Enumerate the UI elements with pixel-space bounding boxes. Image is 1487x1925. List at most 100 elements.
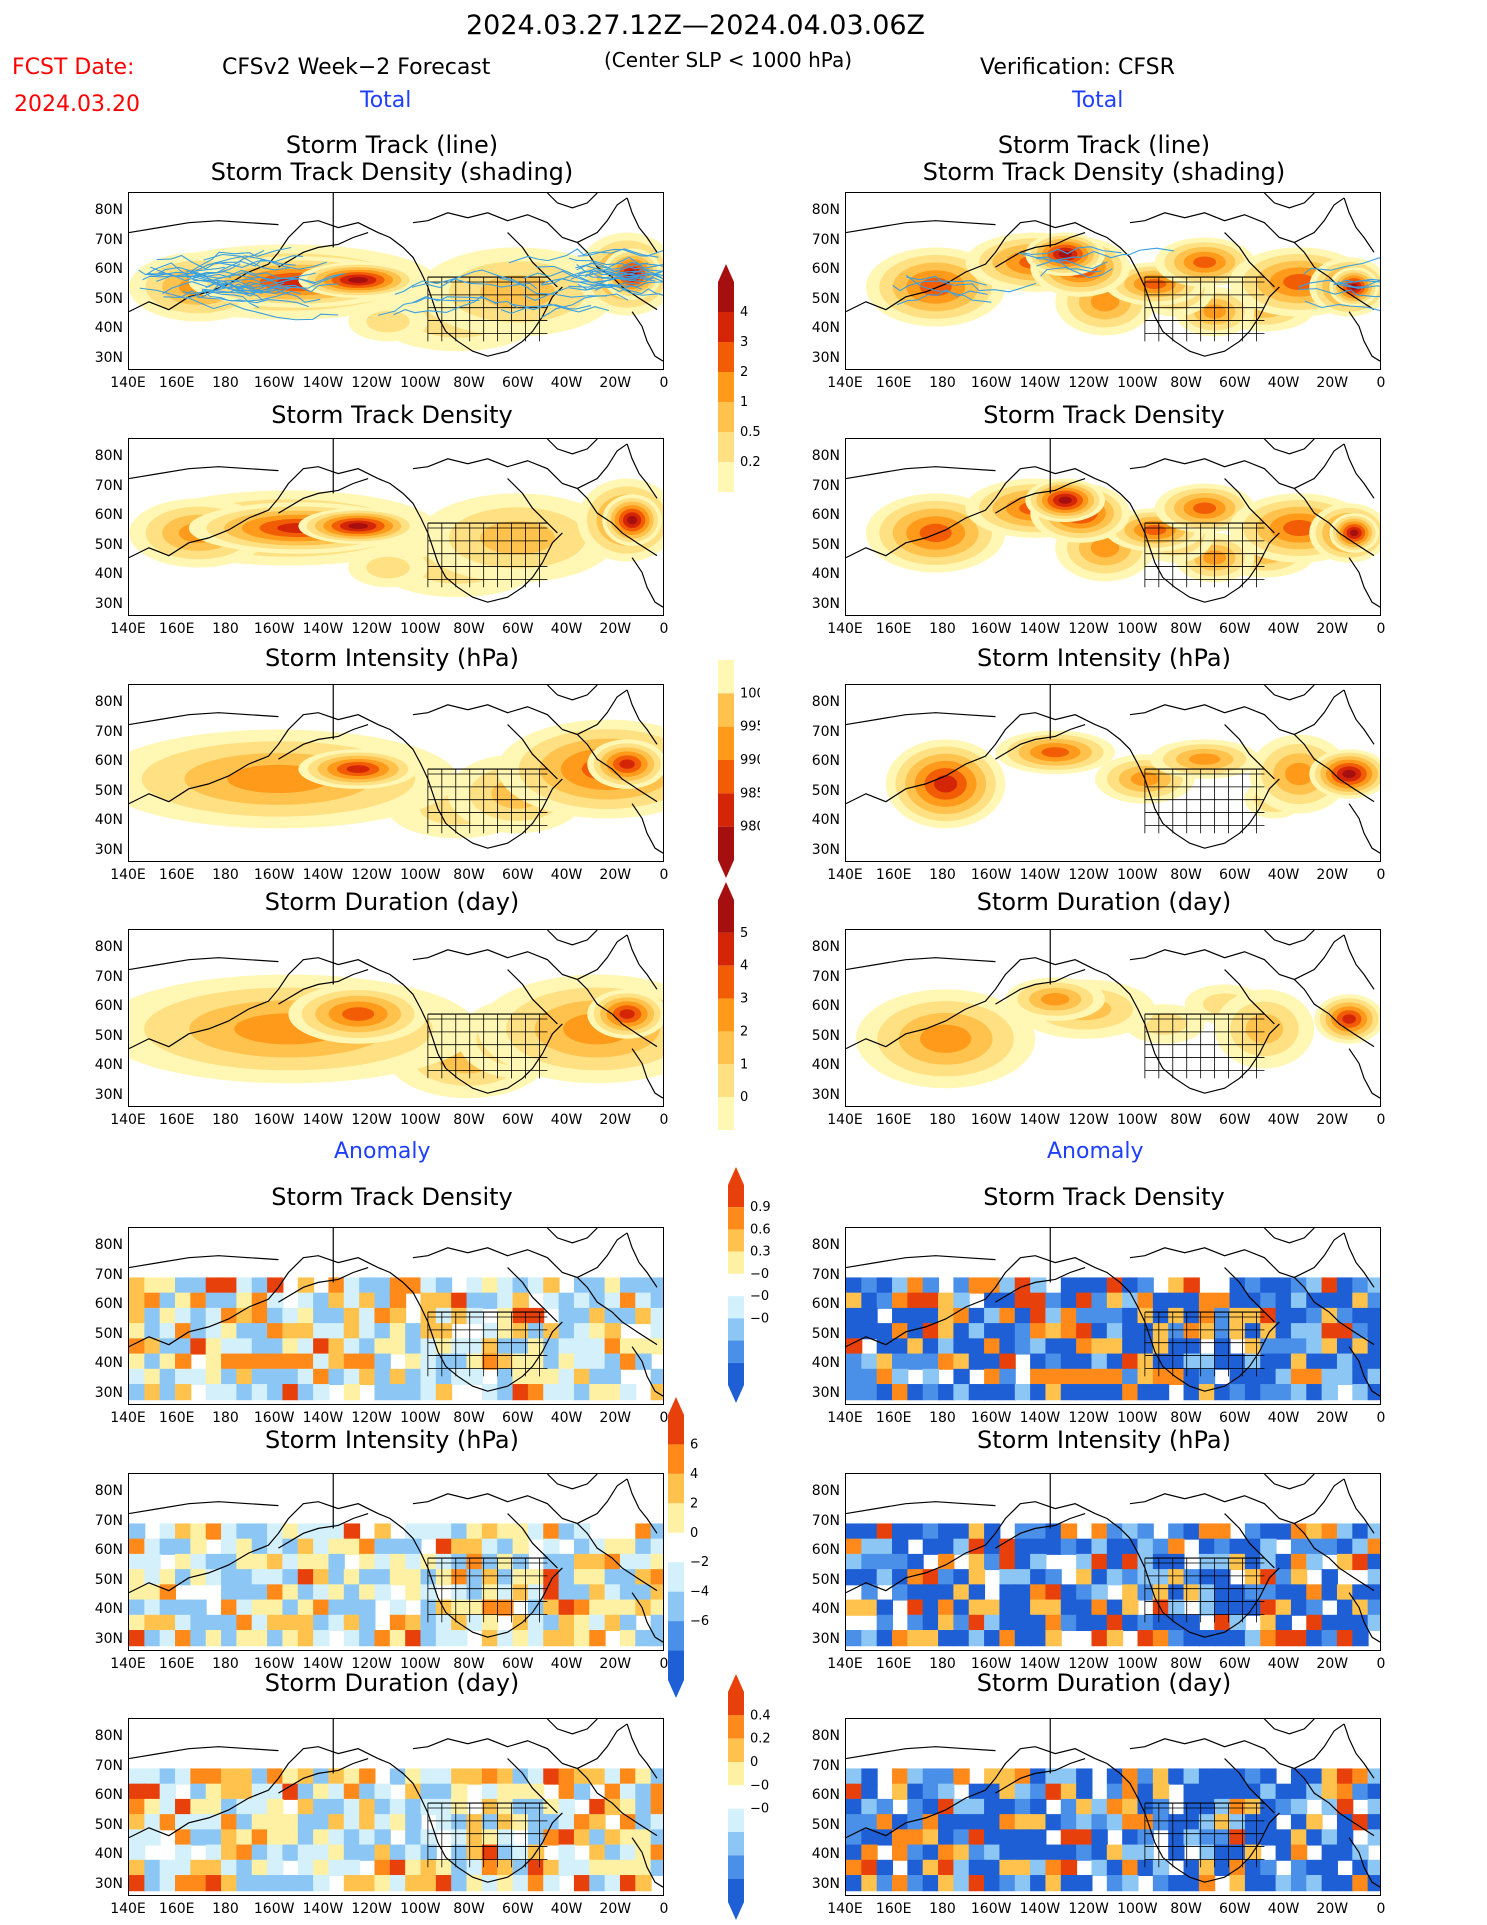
- coastlines: [129, 439, 663, 608]
- colorbar-label: 2: [740, 1024, 748, 1039]
- lon-tick: 60W: [501, 1901, 534, 1917]
- lat-tick: 60N: [811, 507, 840, 523]
- lat-tick: 50N: [94, 1325, 123, 1342]
- lon-tick: 160W: [970, 1656, 1012, 1672]
- lon-tick: 80W: [453, 1901, 485, 1917]
- colorbar-segment: [718, 900, 734, 933]
- lon-tick: 160E: [875, 375, 912, 391]
- lon-tick: 140E: [110, 1901, 146, 1917]
- lon-tick: 160E: [158, 375, 195, 391]
- lon-tick: 140W: [1019, 621, 1061, 637]
- coastlines: [846, 1474, 1380, 1643]
- lat-tick: 80N: [94, 1237, 123, 1253]
- map-panel-fc-track-line: [128, 192, 664, 370]
- lat-tick: 50N: [94, 1027, 123, 1044]
- lon-tick: 0: [1376, 621, 1386, 637]
- lon-tick: 140W: [1019, 1656, 1061, 1672]
- lon-tick: 20W: [599, 1656, 632, 1672]
- lon-tick: 80W: [453, 867, 485, 883]
- title-fc-density: Storm Track Density: [271, 401, 513, 429]
- title-vf-track-shading: Storm Track Density (shading): [922, 158, 1286, 186]
- lon-tick: 0: [1376, 1410, 1386, 1426]
- colorbar-segment: [718, 826, 734, 860]
- lon-tick: 60W: [501, 375, 534, 391]
- lon-tick: 120W: [351, 1901, 392, 1917]
- lon-tick: 60W: [1218, 1901, 1251, 1917]
- lon-tick: 140E: [110, 621, 146, 637]
- lat-tick: 60N: [94, 1296, 123, 1312]
- map-panel-vf-track-line: [845, 192, 1381, 370]
- map-vf-density: [846, 439, 1380, 608]
- lon-tick: 0: [1376, 1656, 1386, 1672]
- colorbar-segment: [718, 760, 734, 794]
- lat-tick: 40N: [811, 320, 840, 336]
- storm-tracks: [892, 246, 1380, 312]
- lat-tick: 40N: [811, 566, 840, 582]
- map-fc-intensity-anom: [129, 1474, 663, 1647]
- coastlines: [846, 1719, 1380, 1888]
- colorbar-label: −0.9: [750, 1311, 770, 1326]
- lat-tick: 70N: [811, 477, 840, 494]
- coastlines: [129, 1719, 663, 1888]
- lat-tick: 50N: [811, 536, 840, 553]
- coastlines: [129, 1474, 663, 1643]
- colorbar-arrow: [728, 1385, 744, 1403]
- lon-tick: 40W: [550, 1901, 583, 1917]
- state-borders: [1049, 685, 1265, 834]
- colorbar-label: 5: [740, 926, 748, 941]
- lon-tick: 160W: [253, 867, 295, 883]
- lon-tick: 100W: [400, 375, 441, 391]
- state-borders: [1049, 1474, 1265, 1623]
- lon-tick: 140W: [302, 375, 344, 391]
- lat-tick: 50N: [811, 290, 840, 307]
- lat-tick: 50N: [94, 782, 123, 799]
- lat-tick: 60N: [94, 998, 123, 1014]
- lon-tick: 160W: [253, 375, 295, 391]
- colorbar-segment: [728, 1692, 744, 1716]
- lon-tick: 20W: [599, 1901, 632, 1917]
- title-fc-intensity-anom: Storm Intensity (hPa): [265, 1426, 519, 1454]
- lat-tick: 70N: [811, 1266, 840, 1283]
- state-borders: [332, 193, 548, 342]
- lon-tick: 120W: [351, 867, 392, 883]
- state-borders: [332, 685, 548, 834]
- map-vf-duration: [846, 930, 1380, 1099]
- map-panel-vf-density-anom: [845, 1227, 1381, 1405]
- shading-field: [129, 974, 663, 1099]
- state-borders: [1049, 1719, 1265, 1868]
- title-vf-intensity: Storm Intensity (hPa): [977, 644, 1231, 672]
- lon-tick: 60W: [1218, 1656, 1251, 1672]
- lon-tick: 80W: [1170, 1656, 1202, 1672]
- colorbar-segment: [718, 312, 734, 342]
- lat-tick: 60N: [811, 1296, 840, 1312]
- colorbar-segment: [718, 693, 734, 727]
- lon-tick: 20W: [1316, 1656, 1349, 1672]
- lat-tick: 40N: [94, 1601, 123, 1617]
- map-panel-fc-intensity-anom: [128, 1473, 664, 1651]
- map-panel-vf-intensity-anom: [845, 1473, 1381, 1651]
- colorbar-segment: [718, 282, 734, 312]
- lon-tick: 160W: [970, 621, 1012, 637]
- colorbar-label: 0.3: [750, 1245, 770, 1260]
- lon-tick: 40W: [550, 1656, 583, 1672]
- state-borders: [1049, 1228, 1265, 1377]
- lat-tick: 70N: [94, 723, 123, 740]
- lon-tick: 20W: [1316, 375, 1349, 391]
- colorbar-arrow: [718, 264, 734, 282]
- lat-tick: 40N: [811, 1355, 840, 1371]
- shading-field: [129, 719, 663, 839]
- lat-tick: 50N: [811, 1325, 840, 1342]
- colorbar-label: 4: [740, 305, 748, 320]
- lon-tick: 140E: [827, 1656, 863, 1672]
- lat-tick: 70N: [811, 968, 840, 985]
- lon-tick: 180: [212, 1656, 239, 1672]
- lat-tick: 30N: [94, 841, 123, 858]
- lat-tick: 70N: [811, 1757, 840, 1774]
- map-panel-vf-duration-anom: [845, 1718, 1381, 1896]
- lon-tick: 100W: [400, 1410, 441, 1426]
- colorbar-segment: [718, 998, 734, 1032]
- lon-tick: 140W: [302, 1901, 344, 1917]
- map-panel-fc-duration-anom: [128, 1718, 664, 1896]
- colorbar-label: 3: [740, 335, 748, 350]
- lon-tick: 140W: [1019, 1112, 1061, 1128]
